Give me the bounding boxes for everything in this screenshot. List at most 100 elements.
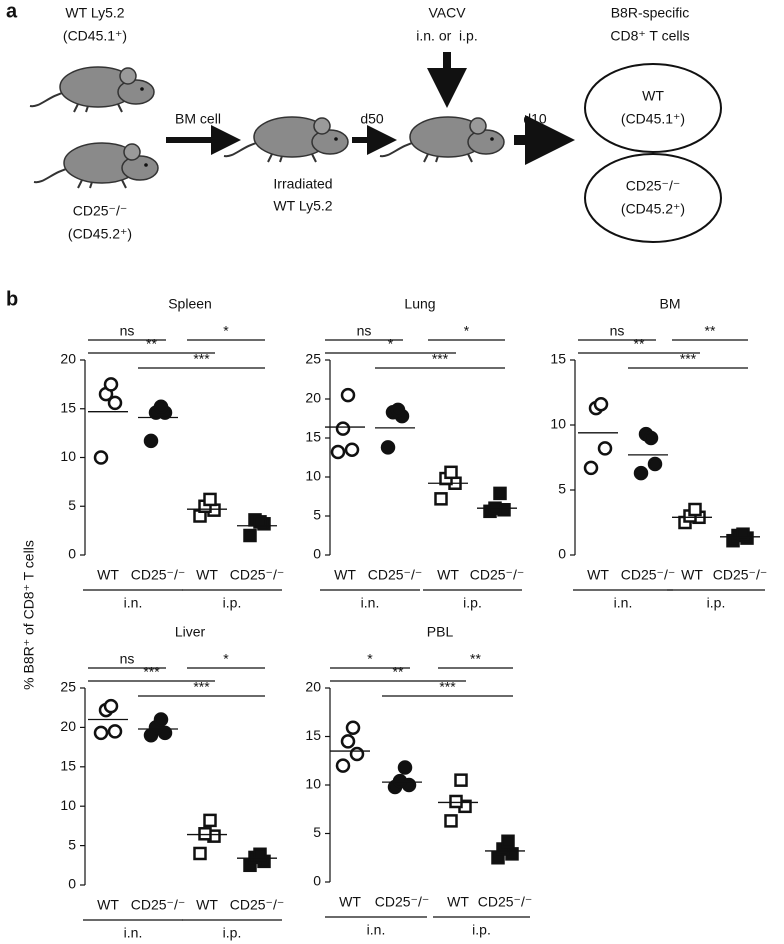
data-point <box>583 460 599 476</box>
mouse-icon <box>223 116 349 163</box>
data-point <box>688 502 702 517</box>
data-point <box>335 421 351 436</box>
x-tick-label: WT <box>196 567 218 583</box>
significance-label: ns <box>120 323 135 339</box>
data-point <box>103 698 119 714</box>
group-label: i.n. <box>614 595 633 611</box>
chart-title: BM <box>660 296 681 312</box>
significance-label: * <box>223 651 229 667</box>
x-tick-label: CD25⁻/⁻ <box>230 897 284 913</box>
y-tick-label: 25 <box>60 679 76 695</box>
data-point <box>93 725 109 741</box>
label: WT Ly5.2 <box>273 198 332 214</box>
y-tick-label: 15 <box>305 727 321 743</box>
x-tick-label: WT <box>447 894 469 910</box>
y-tick-label: 10 <box>60 448 76 464</box>
y-tick-label: 5 <box>313 824 321 840</box>
x-tick-label: CD25⁻/⁻ <box>131 567 185 583</box>
group-label: i.n. <box>361 595 380 611</box>
x-tick-label: CD25⁻/⁻ <box>375 894 429 910</box>
data-point <box>397 760 413 775</box>
significance-label: ** <box>146 336 157 352</box>
data-point <box>344 442 360 457</box>
y-tick-label: 15 <box>305 429 321 445</box>
group-label: i.n. <box>124 595 143 611</box>
label: CD25⁻/⁻ <box>626 178 680 194</box>
data-point <box>340 734 356 749</box>
group-label: i.n. <box>367 922 386 938</box>
data-point <box>253 515 267 529</box>
x-tick-label: WT <box>587 567 609 583</box>
y-tick-label: 10 <box>305 468 321 484</box>
data-point <box>449 794 463 809</box>
label: d50 <box>360 111 384 127</box>
y-tick-label: 5 <box>558 481 566 497</box>
significance-label: *** <box>680 351 697 367</box>
cell-population <box>584 63 722 153</box>
label: (CD45.2⁺) <box>68 226 132 242</box>
data-point <box>193 846 207 861</box>
x-tick-label: WT <box>334 567 356 583</box>
x-tick-label: CD25⁻/⁻ <box>368 567 422 583</box>
significance-label: ns <box>120 651 135 667</box>
chart-title: PBL <box>427 624 454 640</box>
y-tick-label: 20 <box>305 679 321 695</box>
x-tick-label: WT <box>339 894 361 910</box>
significance-label: * <box>223 323 229 339</box>
significance-label: ** <box>470 651 481 667</box>
significance-label: ** <box>393 664 404 680</box>
data-point <box>380 440 396 455</box>
x-tick-label: WT <box>97 897 119 913</box>
data-point <box>633 465 649 481</box>
data-point <box>454 773 468 787</box>
data-point <box>143 433 159 449</box>
data-point <box>349 746 365 762</box>
y-tick-label: 15 <box>550 351 566 367</box>
data-point <box>203 492 217 507</box>
significance-label: *** <box>193 679 210 695</box>
data-point <box>153 399 169 415</box>
data-point <box>345 720 361 736</box>
data-point <box>392 773 408 789</box>
y-tick-label: 0 <box>313 873 321 889</box>
cell-population <box>584 153 722 243</box>
label: CD25⁻/⁻ <box>73 203 127 219</box>
data-point <box>335 758 351 773</box>
data-point <box>501 834 515 849</box>
chart-title: Spleen <box>168 296 212 312</box>
chart-title: Lung <box>404 296 435 312</box>
significance-label: ns <box>610 323 625 339</box>
x-tick-label: WT <box>97 567 119 583</box>
data-point <box>434 492 448 506</box>
x-tick-label: CD25⁻/⁻ <box>478 894 532 910</box>
data-point <box>203 813 217 828</box>
x-tick-label: CD25⁻/⁻ <box>131 897 185 913</box>
label: i.n. or i.p. <box>416 28 477 44</box>
mouse-icon <box>29 66 155 113</box>
data-point <box>597 441 613 456</box>
mouse-icon <box>379 116 505 163</box>
data-point <box>493 486 507 501</box>
y-tick-label: 0 <box>68 546 76 562</box>
data-point <box>153 712 169 727</box>
data-point <box>243 528 257 543</box>
label: WT Ly5.2 <box>65 5 124 21</box>
x-tick-label: CD25⁻/⁻ <box>713 567 767 583</box>
y-axis-label: % B8R⁺ of CD8⁺ T cells <box>21 540 37 690</box>
panel-label: b <box>6 288 18 310</box>
data-point <box>107 395 123 411</box>
data-point <box>593 396 609 412</box>
x-tick-label: CD25⁻/⁻ <box>621 567 675 583</box>
x-tick-label: WT <box>196 897 218 913</box>
chart-title: Liver <box>175 624 206 640</box>
group-label: i.p. <box>223 595 242 611</box>
y-tick-label: 0 <box>68 876 76 892</box>
label: (CD45.2⁺) <box>621 201 685 217</box>
panel-label: a <box>6 0 18 22</box>
y-tick-label: 20 <box>60 718 76 734</box>
y-tick-label: 25 <box>305 351 321 367</box>
x-tick-label: CD25⁻/⁻ <box>230 567 284 583</box>
y-tick-label: 20 <box>60 351 76 367</box>
label: Irradiated <box>273 176 332 192</box>
y-tick-label: 5 <box>313 507 321 523</box>
